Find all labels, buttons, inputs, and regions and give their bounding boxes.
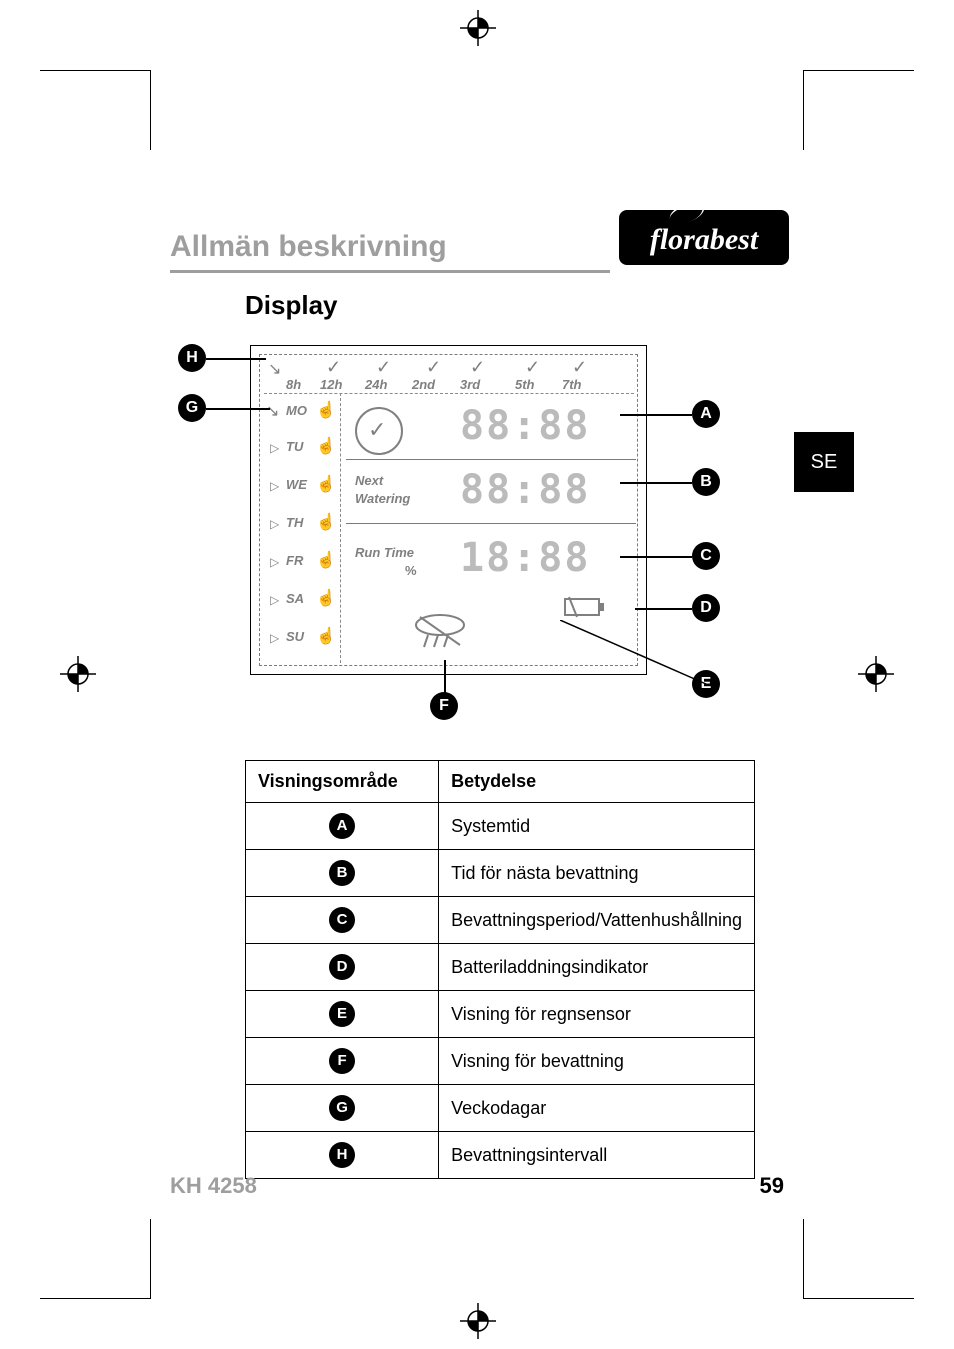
row-text: Visning för bevattning <box>439 1038 755 1085</box>
day-fr: FR <box>286 553 303 568</box>
row-badge: C <box>329 907 355 933</box>
badge-d: D <box>692 594 720 622</box>
row-badge: G <box>329 1095 355 1121</box>
footer-page: 59 <box>760 1173 784 1199</box>
interval-5th: 5th <box>515 377 535 392</box>
table-row: G Veckodagar <box>246 1085 755 1132</box>
badge-f: F <box>430 692 458 720</box>
runtime-unit: % <box>405 563 417 578</box>
registration-mark-bottom <box>460 1303 496 1339</box>
segment-next: 88:88 <box>460 467 590 513</box>
interval-3rd: 3rd <box>460 377 480 392</box>
day-mo: MO <box>286 403 307 418</box>
registration-mark-top <box>460 10 496 46</box>
table-row: D Batteriladdningsindikator <box>246 944 755 991</box>
row-text: Batteriladdningsindikator <box>439 944 755 991</box>
row-text: Bevattningsintervall <box>439 1132 755 1179</box>
language-tab: SE <box>794 432 854 492</box>
segment-time: 88:88 <box>460 403 590 449</box>
badge-a: A <box>692 400 720 428</box>
table-row: B Tid för nästa bevattning <box>246 850 755 897</box>
badge-b: B <box>692 468 720 496</box>
row-badge: E <box>329 1001 355 1027</box>
brand-name: florabest <box>650 223 758 256</box>
table-row: F Visning för bevattning <box>246 1038 755 1085</box>
row-text: Systemtid <box>439 803 755 850</box>
table-header-area: Visningsområde <box>246 761 439 803</box>
section-title: Allmän beskrivning <box>170 230 447 264</box>
badge-c: C <box>692 542 720 570</box>
table-header-meaning: Betydelse <box>439 761 755 803</box>
table-row: H Bevattningsintervall <box>246 1132 755 1179</box>
row-text: Veckodagar <box>439 1085 755 1132</box>
interval-2nd: 2nd <box>412 377 435 392</box>
row-badge: B <box>329 860 355 886</box>
day-we: WE <box>286 477 307 492</box>
row-text: Visning för regnsensor <box>439 991 755 1038</box>
row-badge: D <box>329 954 355 980</box>
runtime-label: Run Time <box>355 545 414 560</box>
footer-model: KH 4258 <box>170 1173 257 1199</box>
row-text: Bevattningsperiod/Vattenhushållning <box>439 897 755 944</box>
segment-runtime: 18:88 <box>460 535 590 581</box>
rain-icon <box>410 611 470 656</box>
row-badge: F <box>329 1048 355 1074</box>
registration-mark-left <box>60 656 96 692</box>
brand-logo: florabest <box>619 210 789 265</box>
row-badge: H <box>329 1142 355 1168</box>
table-row: C Bevattningsperiod/Vattenhushållning <box>246 897 755 944</box>
badge-h: H <box>178 344 206 372</box>
interval-8h: 8h <box>286 377 301 392</box>
badge-g: G <box>178 394 206 422</box>
next-label-1: Next <box>355 473 383 488</box>
row-badge: A <box>329 813 355 839</box>
next-label-2: Watering <box>355 491 410 506</box>
table-row: E Visning för regnsensor <box>246 991 755 1038</box>
interval-12h: 12h <box>320 377 342 392</box>
legend-table: Visningsområde Betydelse A Systemtid B T… <box>245 760 755 1179</box>
day-sa: SA <box>286 591 304 606</box>
day-su: SU <box>286 629 304 644</box>
day-tu: TU <box>286 439 303 454</box>
registration-mark-right <box>858 656 894 692</box>
subsection-title: Display <box>245 290 338 321</box>
section-underline <box>170 270 610 273</box>
interval-7th: 7th <box>562 377 582 392</box>
day-th: TH <box>286 515 303 530</box>
interval-24h: 24h <box>365 377 387 392</box>
row-text: Tid för nästa bevattning <box>439 850 755 897</box>
table-row: A Systemtid <box>246 803 755 850</box>
